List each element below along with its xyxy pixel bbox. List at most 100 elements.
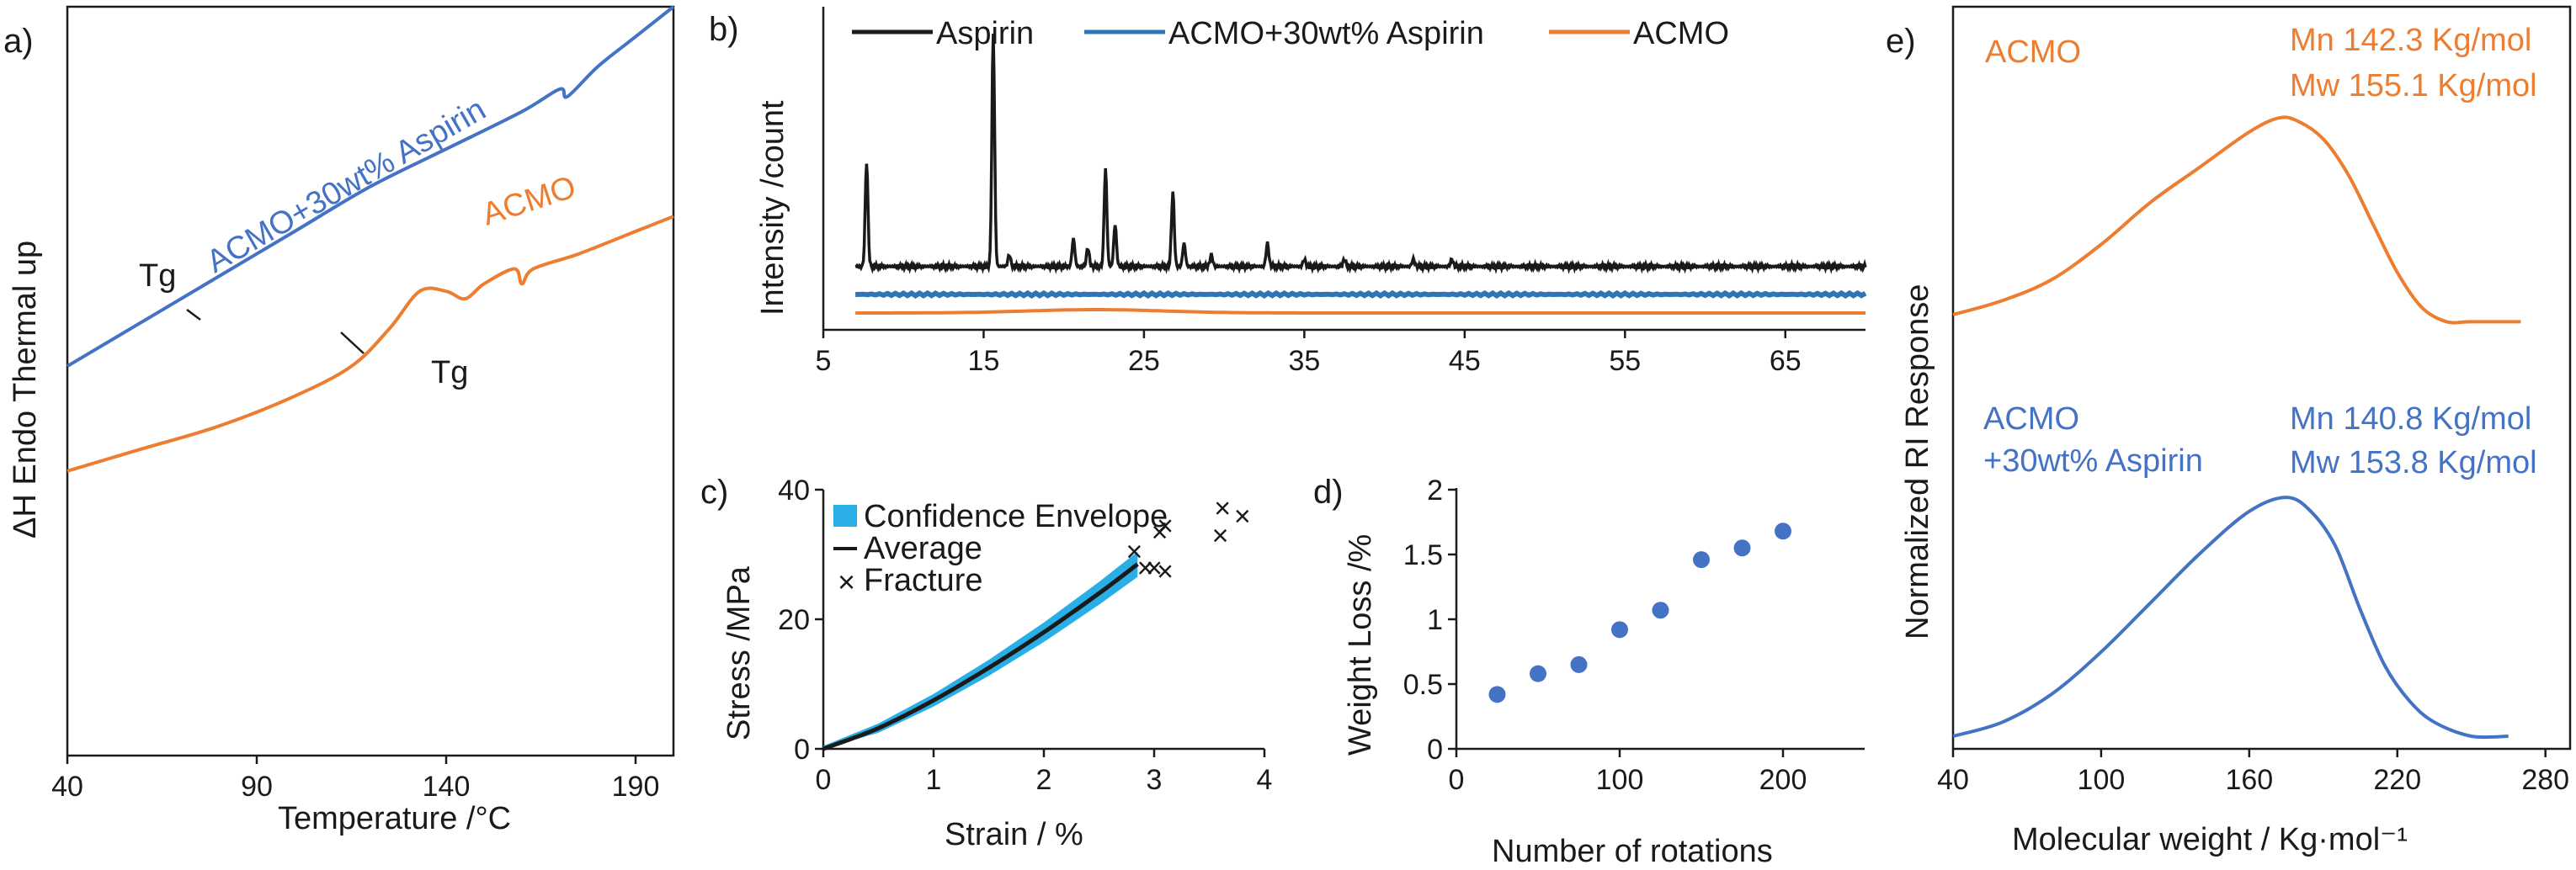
legend-label-envelope: Confidence Envelope (864, 499, 1168, 534)
panel-d-ticks: 0 100 200 0 0.5 1 1.5 2 (1403, 475, 1807, 796)
legend-label-fracture: Fracture (864, 563, 982, 598)
data-point (1570, 655, 1588, 673)
panel-b-x-tick-label: 65 (1770, 345, 1802, 377)
panel-b-line-acmo (855, 308, 1865, 315)
panel-b: b) 5 15 25 35 45 55 65 Intensity /count Aspiri… (709, 7, 1867, 377)
panel-d-x-tick-label: 200 (1759, 764, 1807, 796)
panel-e-annotation-blend-mw: Mw 153.8 Kg/mol (2290, 445, 2537, 480)
panel-d-x-tick-label: 100 (1596, 764, 1644, 796)
panel-c-y-tick-label: 0 (794, 734, 810, 766)
panel-e-annotation-acmo-mn: Mn 142.3 Kg/mol (2290, 23, 2531, 58)
legend-label-aspirin: Aspirin (936, 16, 1034, 51)
panel-b-x-ticks: 5 15 25 35 45 55 65 (816, 330, 1802, 377)
panel-b-label: b) (709, 11, 739, 48)
panel-e-label: e) (1886, 23, 1916, 60)
panel-d-y-tick-label: 1.5 (1403, 539, 1443, 571)
panel-c-average-line (822, 562, 1139, 751)
legend-label-blend: ACMO+30wt% Aspirin (1168, 16, 1484, 51)
panel-a-x-tick-label: 90 (241, 771, 273, 803)
legend-label-acmo: ACMO (1633, 16, 1729, 51)
fracture-marker: × (1234, 501, 1251, 533)
panel-e-line-blend (1952, 496, 2509, 740)
panel-c-x-tick-label: 3 (1147, 764, 1163, 796)
panel-b-line-blend (855, 289, 1867, 299)
panel-d-ylabel: Weight Loss /% (1343, 534, 1378, 756)
panel-e-x-tick-label: 40 (1937, 764, 1969, 796)
data-point (1775, 523, 1791, 540)
legend-label-average: Average (864, 531, 982, 566)
panel-a-tg-label-blend: Tg (139, 258, 176, 294)
panel-a: a) 40 90 140 190 Temperature /°C ΔH Endo Th… (3, 5, 675, 836)
panel-c-y-tick-label: 40 (778, 475, 810, 507)
panel-b-x-tick-label: 15 (968, 345, 1000, 377)
data-point (1530, 665, 1546, 682)
panel-a-x-tick-label: 140 (423, 771, 471, 803)
panel-b-x-tick-label: 25 (1128, 345, 1160, 377)
data-point (1733, 539, 1751, 557)
panel-e-x-tick-label: 160 (2225, 764, 2273, 796)
panel-a-xlabel: Temperature /°C (278, 801, 511, 836)
data-point (1693, 551, 1710, 569)
panel-a-tg-label-acmo: Tg (431, 355, 468, 390)
panel-b-x-tick-label: 35 (1288, 345, 1320, 377)
panel-b-ylabel: Intensity /count (755, 100, 790, 316)
panel-c-x-tick-label: 4 (1257, 764, 1273, 796)
panel-d-x-tick-label: 0 (1449, 764, 1465, 796)
data-point (1611, 621, 1628, 639)
panel-e-annotation-blend-1: ACMO (1983, 401, 2079, 437)
panel-c-ylabel: Stress /MPa (721, 565, 757, 740)
panel-d-label: d) (1313, 474, 1344, 511)
fracture-marker: × (1146, 552, 1163, 584)
panel-a-line-blend (66, 5, 675, 368)
fracture-marker: × (1126, 536, 1142, 568)
data-point (1488, 686, 1506, 703)
panel-c-x-tick-label: 0 (816, 764, 832, 796)
panel-e-frame (1951, 5, 2572, 751)
panel-e: e) 40 100 160 220 280 Molecular weight / Kg·… (1886, 5, 2572, 857)
panel-a-x-tick-label: 190 (612, 771, 660, 803)
fracture-marker: × (1212, 520, 1229, 552)
panel-e-x-tick-label: 280 (2521, 764, 2569, 796)
panel-d-y-tick-label: 0 (1427, 734, 1443, 766)
panel-a-frame (66, 5, 675, 757)
panel-a-label: a) (3, 23, 34, 60)
panel-e-x-ticks: 40 100 160 220 280 (1937, 749, 2569, 796)
panel-e-x-tick-label: 220 (2373, 764, 2421, 796)
fracture-marker: × (1214, 493, 1231, 525)
panel-a-tg-marker-blend (186, 309, 201, 321)
panel-c-legend: Confidence Envelope Average × Fracture (833, 499, 1168, 599)
data-point (1652, 602, 1669, 619)
panel-d-y-tick-label: 2 (1427, 475, 1443, 507)
fracture-marker: × (1157, 510, 1174, 542)
panel-d-xlabel: Number of rotations (1492, 834, 1773, 869)
panel-a-x-tick-label: 40 (51, 771, 83, 803)
panel-d-points (1488, 523, 1791, 703)
panel-a-annotation-acmo: ACMO (478, 169, 580, 232)
legend-swatch-envelope (833, 505, 857, 527)
legend-marker-fracture: × (838, 565, 855, 599)
panel-c-fracture-points: ×××××× ×× × (1126, 493, 1250, 588)
fracture-marker: × (1152, 517, 1168, 549)
panel-c-label: c) (700, 474, 728, 511)
panel-e-annotation-acmo: ACMO (1985, 34, 2081, 70)
panel-b-x-tick-label: 55 (1609, 345, 1641, 377)
panel-e-line-acmo (1952, 115, 2521, 325)
panel-e-annotation-blend-2: +30wt% Aspirin (1983, 443, 2203, 479)
panel-b-x-tick-label: 45 (1449, 345, 1481, 377)
panel-c-xlabel: Strain / % (945, 817, 1083, 852)
panel-a-line-acmo (67, 215, 674, 473)
panel-e-ylabel: Normalized RI Response (1900, 284, 1935, 639)
panel-d-y-tick-label: 1 (1427, 604, 1443, 636)
panel-b-legend: Aspirin ACMO+30wt% Aspirin ACMO (852, 16, 1729, 51)
panel-e-x-tick-label: 100 (2078, 764, 2126, 796)
panel-b-line-aspirin (854, 33, 1867, 274)
panel-c-y-tick-label: 20 (778, 604, 810, 636)
panel-a-x-ticks: 40 90 140 190 (51, 756, 659, 803)
panel-a-ylabel: ΔH Endo Thermal up (8, 241, 43, 538)
panel-c-x-tick-label: 2 (1036, 764, 1052, 796)
panel-a-annotation-blend: ACMO+30wt% Aspirin (201, 92, 492, 280)
fracture-marker: × (1137, 552, 1154, 584)
